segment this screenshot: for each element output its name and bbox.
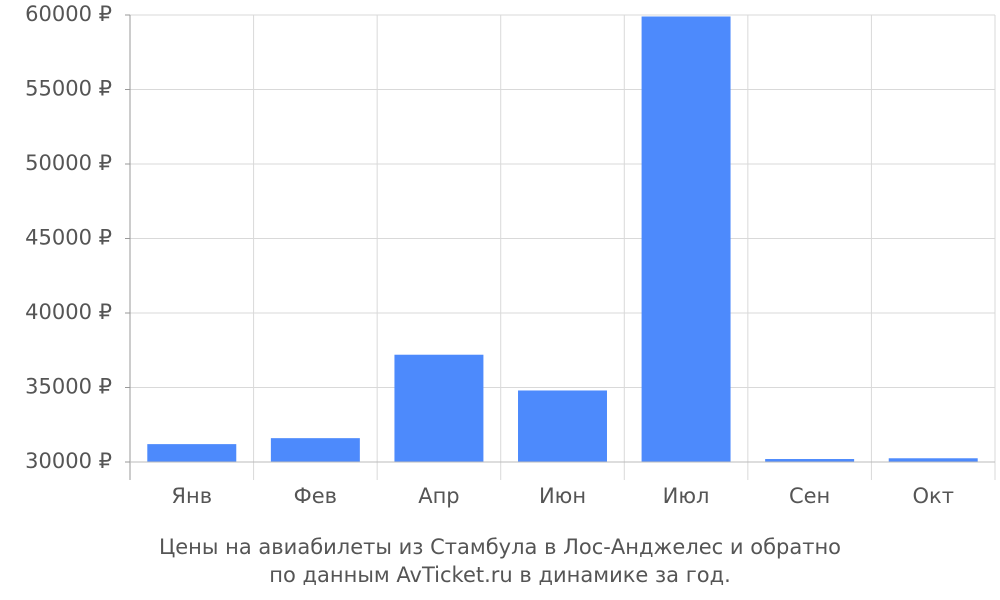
x-tick-label: Сен: [789, 484, 830, 508]
y-tick-label: 45000 ₽: [25, 226, 112, 250]
x-tick-label: Апр: [418, 484, 459, 508]
bar: [394, 354, 484, 462]
x-tick-label: Фев: [294, 484, 337, 508]
bar: [270, 438, 360, 462]
y-tick-label: 35000 ₽: [25, 375, 112, 399]
bar: [888, 458, 978, 462]
chart-caption: Цены на авиабилеты из Стамбула в Лос-Анд…: [159, 535, 841, 559]
x-tick-label: Июл: [663, 484, 710, 508]
y-tick-label: 55000 ₽: [25, 77, 112, 101]
x-tick-label: Июн: [539, 484, 586, 508]
bar: [765, 459, 855, 462]
y-tick-label: 50000 ₽: [25, 151, 112, 175]
bar: [641, 16, 731, 463]
y-tick-label: 40000 ₽: [25, 300, 112, 324]
x-tick-label: Окт: [912, 484, 953, 508]
bar: [147, 444, 237, 462]
chart-caption: по данным AvTicket.ru в динамике за год.: [269, 563, 731, 587]
x-tick-label: Янв: [171, 484, 212, 508]
y-tick-label: 60000 ₽: [25, 2, 112, 26]
y-tick-label: 30000 ₽: [25, 449, 112, 473]
bar: [518, 390, 607, 462]
